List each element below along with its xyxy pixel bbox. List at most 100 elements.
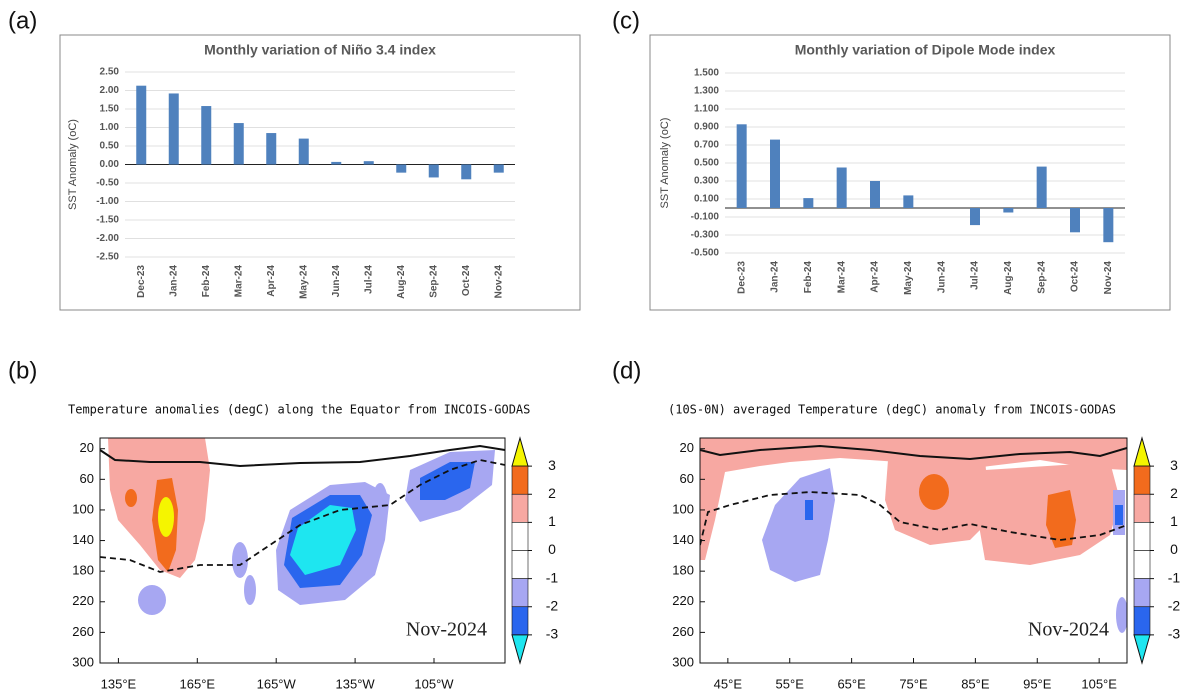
y-tick-label: 0.300	[694, 176, 719, 187]
bar	[1070, 208, 1080, 233]
x-tick-label: Aug-24	[1003, 261, 1014, 295]
y-tick-label: 300	[672, 654, 694, 669]
isotherm-solid	[700, 444, 1127, 461]
bar	[363, 161, 374, 165]
bar	[1003, 208, 1014, 213]
y-tick-label: -1.50	[96, 215, 119, 226]
x-tick-label: Jun-24	[936, 261, 947, 294]
bar	[396, 164, 407, 173]
bar	[736, 124, 747, 208]
bar	[428, 164, 439, 178]
y-tick-label: 60	[80, 471, 94, 486]
colorbar-label: 2	[1170, 485, 1178, 501]
x-tick-label: Sep-24	[1036, 261, 1047, 294]
x-tick-label: Mar-24	[836, 261, 847, 294]
panel-frame	[649, 34, 1171, 311]
cool-core	[420, 462, 475, 500]
cool-area	[762, 468, 835, 582]
y-tick-label: 2.50	[100, 67, 120, 78]
y-tick-label: 100	[72, 501, 94, 516]
y-tick-label: 2.00	[100, 85, 120, 96]
y-tick-label: 0.100	[694, 194, 719, 205]
y-tick-label: 0.500	[694, 158, 719, 169]
colorbar-arrow	[1133, 436, 1151, 467]
colorbar-label: 0	[1170, 541, 1178, 557]
x-tick-label: 85°E	[961, 676, 990, 691]
x-tick-label: 165°W	[257, 676, 297, 691]
x-tick-label: Jul-24	[363, 265, 374, 294]
colorbar-arrow	[511, 634, 529, 665]
bar	[493, 164, 504, 173]
y-tick-label: 220	[672, 593, 694, 608]
y-tick-label: 20	[680, 440, 694, 455]
plot-frame	[99, 437, 506, 664]
y-axis-label: SST Anomaly (oC)	[659, 118, 671, 209]
colorbar-label: 3	[548, 457, 556, 473]
bar	[136, 85, 147, 165]
cool-area	[232, 542, 248, 578]
bar	[461, 164, 472, 180]
colorbar-label: -3	[1168, 626, 1180, 642]
x-tick-label: Feb-24	[803, 261, 814, 294]
x-tick-label: Nov-24	[1103, 261, 1114, 295]
y-axis-label: SST Anomaly (oC)	[67, 119, 79, 210]
x-tick-label: Apr-24	[870, 261, 881, 293]
y-tick-label: 140	[672, 532, 694, 547]
panel-label: (a)	[8, 7, 37, 34]
y-tick-label: 180	[72, 563, 94, 578]
bar	[870, 181, 880, 208]
bar	[836, 167, 847, 208]
isotherm-solid	[100, 444, 505, 468]
bar	[331, 161, 342, 165]
x-tick-label: Mar-24	[233, 265, 244, 298]
warm-core	[919, 474, 949, 510]
colorbar-band	[1133, 465, 1151, 495]
annotation: Nov-2024	[406, 619, 487, 641]
bar	[298, 138, 309, 165]
colorbar-band	[511, 465, 529, 495]
colorbar-label: -1	[546, 569, 559, 585]
x-tick-label: 55°E	[776, 676, 805, 691]
bar	[1103, 208, 1114, 243]
colorbar-label: -1	[1168, 569, 1180, 585]
colorbar-band	[1133, 578, 1151, 608]
bar	[1036, 166, 1047, 208]
cool-area	[138, 585, 166, 615]
y-tick-label: 180	[672, 563, 694, 578]
cool-area	[1116, 597, 1127, 633]
colorbar-label: 2	[548, 485, 556, 501]
y-tick-label: 20	[80, 440, 94, 455]
y-tick-label: 0.50	[100, 141, 120, 152]
x-tick-label: 95°E	[1023, 676, 1052, 691]
panel-label: (c)	[612, 7, 640, 34]
bar	[903, 195, 914, 208]
y-tick-label: 300	[72, 654, 94, 669]
contour-fill	[100, 438, 505, 615]
y-tick-label: -0.500	[691, 248, 720, 259]
x-tick-label: Jun-24	[331, 265, 342, 298]
colorbar-band	[511, 550, 529, 579]
x-tick-label: Dec-23	[736, 261, 747, 294]
x-tick-label: May-24	[903, 261, 914, 295]
cool-area	[372, 483, 388, 527]
y-tick-label: 1.100	[694, 104, 719, 115]
colorbar-label: 1	[1170, 513, 1178, 529]
colorbar-label: -3	[546, 626, 559, 642]
chart-title: (10S-0N) averaged Temperature (degC) ano…	[668, 403, 1116, 417]
colorbar-band	[511, 522, 529, 551]
y-tick-label: 0.900	[694, 122, 719, 133]
x-tick-label: 135°E	[101, 676, 137, 691]
bar	[803, 198, 814, 208]
panel-frame	[59, 34, 581, 311]
y-tick-label: -0.100	[691, 212, 720, 223]
warm-core	[1046, 490, 1076, 548]
y-tick-label: -2.50	[96, 252, 119, 263]
warm-core	[125, 489, 137, 507]
x-tick-label: Oct-24	[461, 265, 472, 297]
cool-core	[1115, 505, 1123, 525]
x-tick-label: Sep-24	[428, 265, 439, 298]
colorbar-band	[1133, 522, 1151, 551]
x-tick-label: 165°E	[180, 676, 216, 691]
